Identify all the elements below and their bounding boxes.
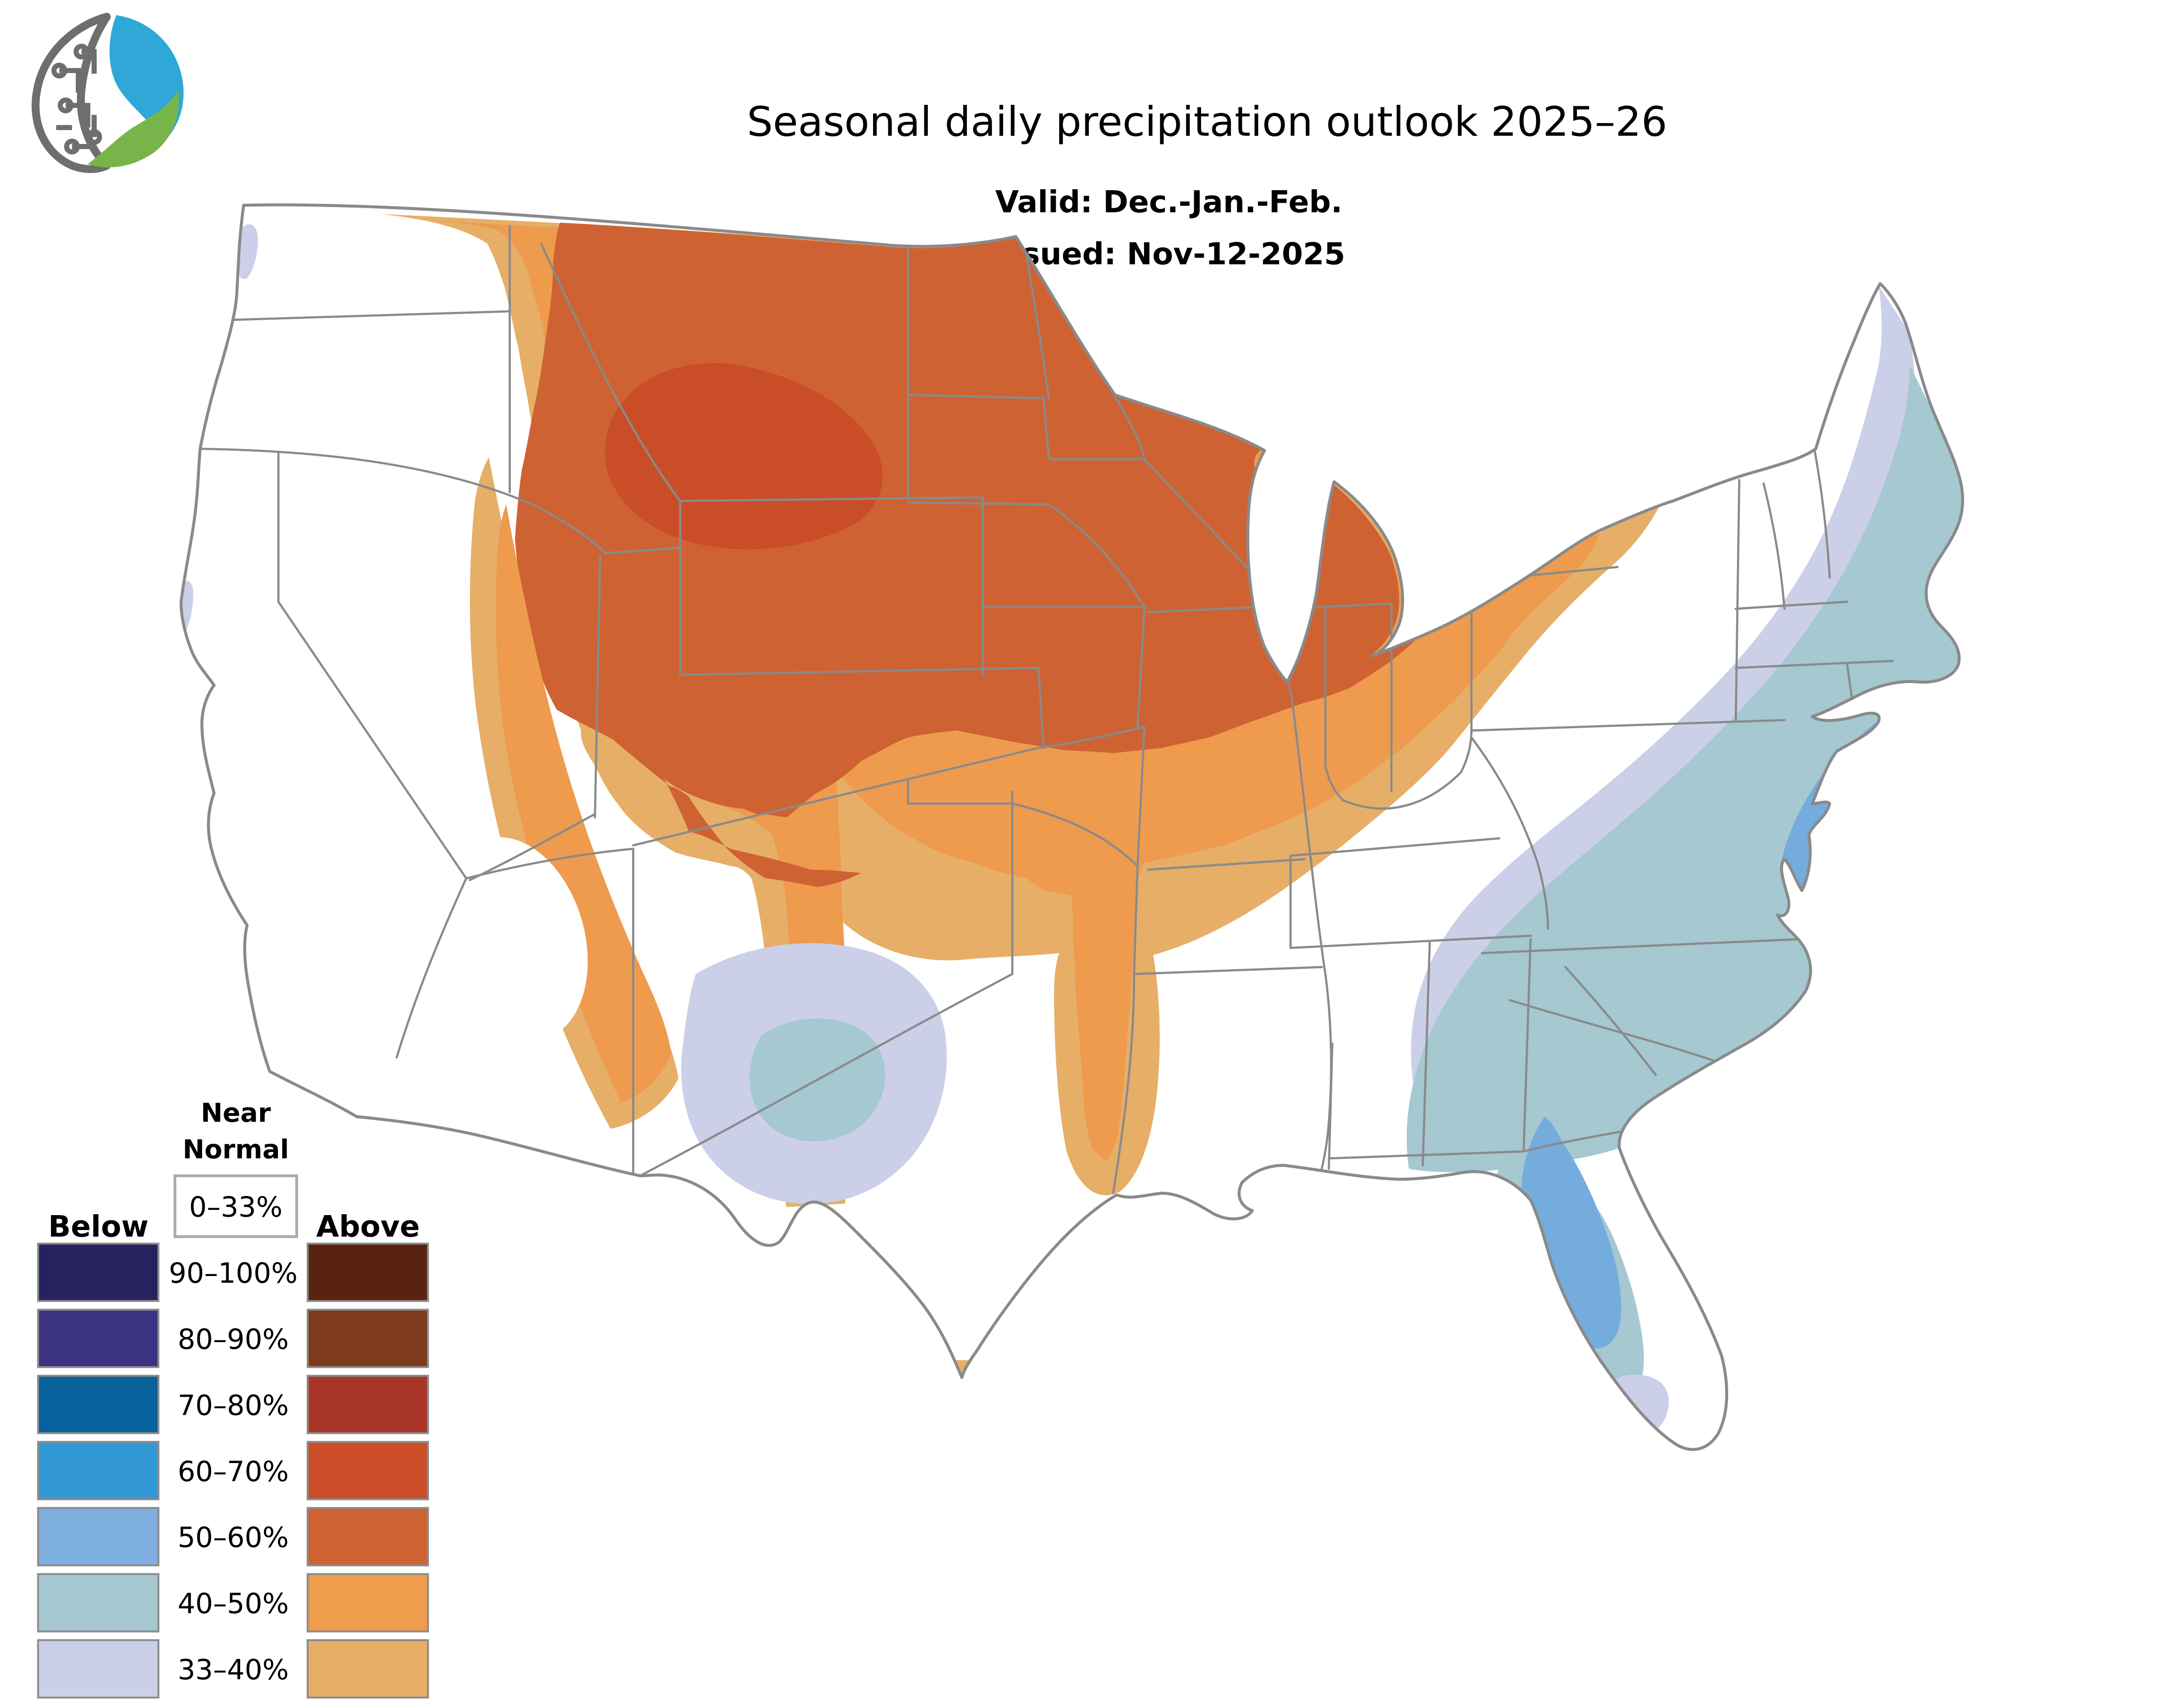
region-below-33-40-norcal-sliver [181, 581, 194, 637]
legend-above-swatch [307, 1507, 429, 1567]
region-above-40-50-california [495, 504, 672, 1103]
legend-row: 80–90% [37, 1309, 429, 1368]
logo-circuit-traces [51, 44, 102, 155]
legend-below-swatch [37, 1441, 160, 1500]
legend-below-swatch [37, 1573, 160, 1633]
region-below-33-40-olympic-sliver [237, 224, 258, 279]
legend-above-swatch [307, 1309, 429, 1368]
legend-range-label: 40–50% [177, 1588, 289, 1620]
us-outline [179, 203, 1964, 1451]
legend-below-swatch [37, 1507, 160, 1567]
legend-above-swatch [307, 1573, 429, 1633]
legend-row: 60–70% [37, 1441, 429, 1500]
legend-row: 40–50% [37, 1573, 429, 1633]
legend-row: 90–100% [37, 1242, 429, 1302]
legend-below-swatch [37, 1309, 160, 1368]
legend-near-normal-box [173, 1174, 298, 1238]
legend-range-label: 70–80% [177, 1390, 289, 1422]
legend-range-label: 33–40% [177, 1654, 289, 1686]
legend-near-normal-line2: Normal [183, 1135, 289, 1165]
legend-range-label: 60–70% [177, 1456, 289, 1488]
region-above-33-40-texas-tip [950, 1360, 974, 1383]
legend-range-label: 80–90% [177, 1323, 289, 1356]
legend-above-swatch [307, 1639, 429, 1699]
legend-below-swatch [37, 1242, 160, 1302]
legend-below-swatch [37, 1639, 160, 1699]
legend-above-swatch [307, 1441, 429, 1500]
issued-line: Issued: Nov-12-2025 [992, 237, 1345, 272]
region-above-60-70-core [605, 363, 883, 549]
region-below-40-50-east-band [1406, 365, 1963, 1172]
legend-above-swatch [307, 1375, 429, 1434]
state-borders [194, 225, 1894, 1219]
legend-row: 70–80% [37, 1375, 429, 1434]
legend-row: 50–60% [37, 1507, 429, 1567]
region-above-40-50-superior-patch [1254, 431, 1355, 489]
legend-near-normal-line1: Near [201, 1098, 271, 1129]
page-title: Seasonal daily precipitation outlook 202… [747, 98, 1667, 146]
legend-below-swatch [37, 1375, 160, 1434]
region-below-33-40-south-florida [1595, 1374, 1669, 1444]
legend: Near Normal 0–33% Below Above 90–100% 80… [37, 1098, 429, 1699]
near-normal-mojave-hole [442, 837, 588, 1042]
logo-green-leaf [87, 89, 179, 167]
valid-line: Valid: Dec.-Jan.-Feb. [995, 184, 1342, 220]
legend-range-label: 50–60% [177, 1522, 289, 1554]
legend-above-header: Above [316, 1210, 420, 1244]
region-above-50-60-colorado [589, 532, 891, 809]
legend-above-swatch [307, 1242, 429, 1302]
legend-below-header: Below [48, 1210, 149, 1244]
legend-near-normal-range: 0–33% [189, 1192, 283, 1224]
legend-row: 33–40% [37, 1639, 429, 1699]
water-tech-leaf-logo [31, 13, 184, 173]
legend-range-label: 90–100% [169, 1257, 298, 1289]
logo-gray-drop [31, 13, 111, 173]
